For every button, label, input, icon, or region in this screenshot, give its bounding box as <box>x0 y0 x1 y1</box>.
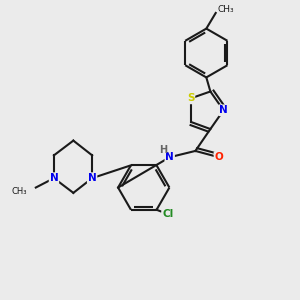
Text: Cl: Cl <box>162 209 173 220</box>
Text: N: N <box>165 152 174 162</box>
Text: CH₃: CH₃ <box>217 5 234 14</box>
Text: N: N <box>88 173 97 183</box>
Text: N: N <box>50 173 58 183</box>
Text: H: H <box>159 145 167 155</box>
Text: S: S <box>187 93 194 103</box>
Text: O: O <box>214 152 223 162</box>
Text: CH₃: CH₃ <box>12 187 27 196</box>
Text: N: N <box>219 105 228 115</box>
